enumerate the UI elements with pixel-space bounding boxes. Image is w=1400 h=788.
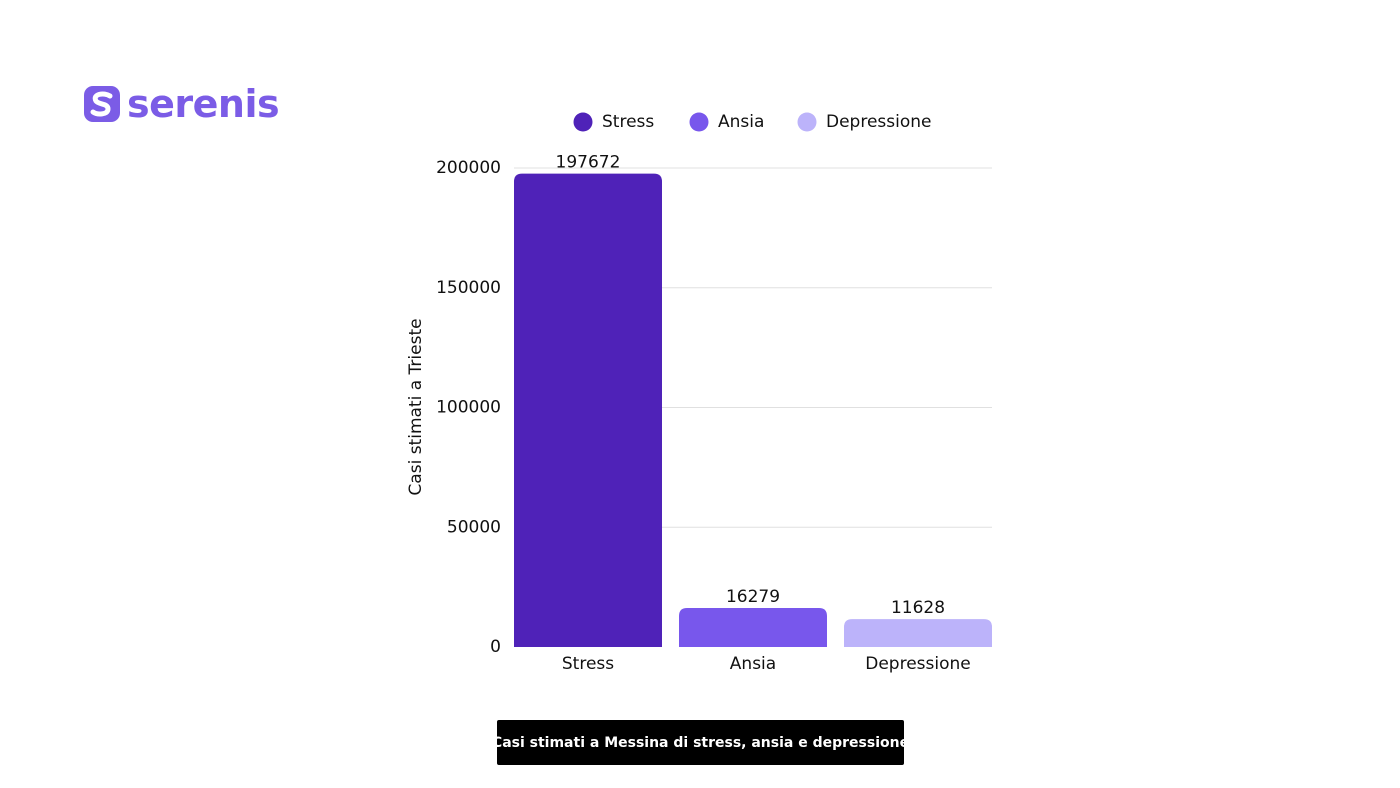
- brand-logo: serenis: [84, 82, 280, 126]
- y-tick-label: 200000: [436, 158, 501, 178]
- data-label: 11628: [891, 598, 945, 618]
- y-tick-label: 50000: [447, 517, 501, 537]
- bar-ansia: [679, 608, 827, 647]
- legend-swatch: [797, 112, 817, 132]
- legend-label: Ansia: [718, 112, 764, 132]
- bar-chart: 0 50000 100000 150000 200000 Casi stimati a T…: [406, 112, 992, 674]
- y-tick-label: 150000: [436, 278, 501, 298]
- y-tick-label: 100000: [436, 398, 501, 418]
- serenis-logo-icon: [84, 86, 120, 122]
- legend-swatch: [689, 112, 709, 132]
- chart-caption: Casi stimati a Messina di stress, ansia …: [492, 720, 909, 765]
- y-axis-label: Casi stimati a Trieste: [406, 318, 426, 495]
- legend-label: Depressione: [826, 112, 932, 132]
- x-tick-label: Ansia: [730, 654, 776, 674]
- bar-depressione: [844, 619, 992, 647]
- x-tick-label: Stress: [562, 654, 614, 674]
- y-tick-label: 0: [490, 637, 501, 657]
- brand-name: serenis: [127, 82, 280, 126]
- data-label: 197672: [556, 153, 621, 173]
- data-label: 16279: [726, 587, 780, 607]
- x-tick-label: Depressione: [865, 654, 971, 674]
- legend-swatch: [573, 112, 593, 132]
- bar-stress: [514, 173, 662, 647]
- legend-label: Stress: [602, 112, 654, 132]
